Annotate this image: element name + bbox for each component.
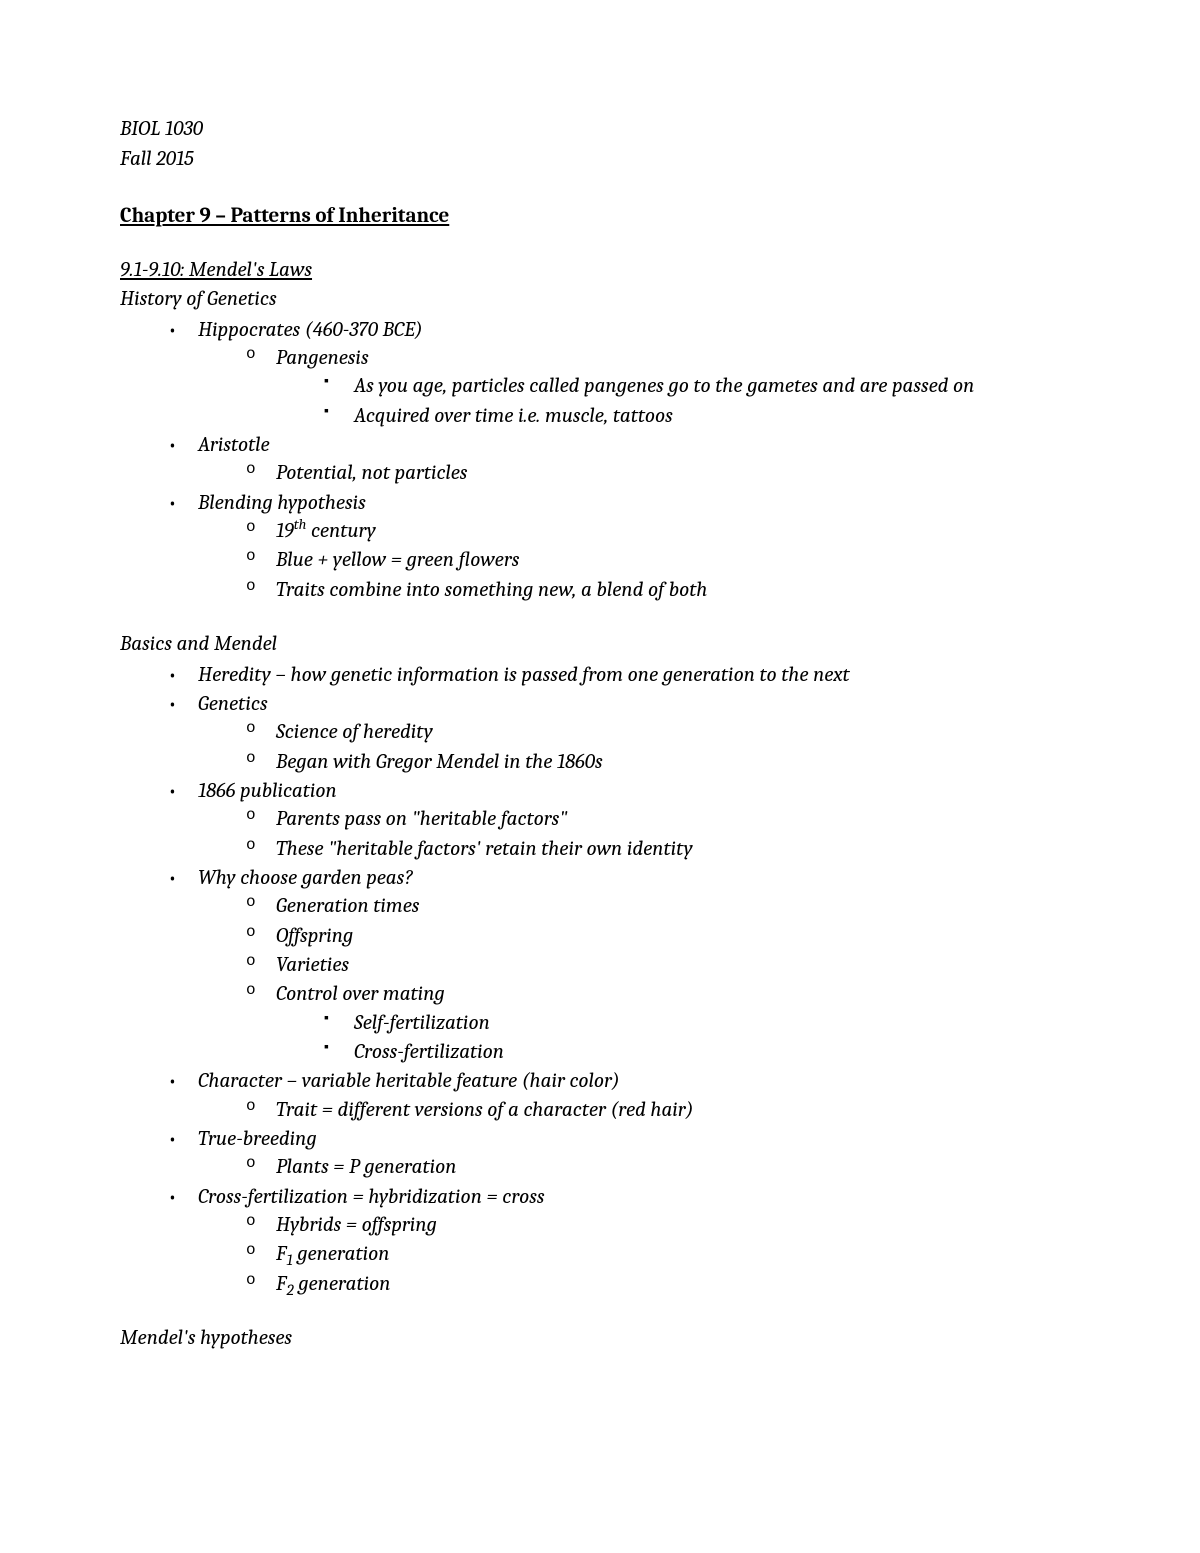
- section-heading: 9.1-9.10: Mendel's Laws: [120, 256, 1080, 284]
- list-item: Potential, not particles: [198, 459, 1080, 487]
- list-item: Plants = P generation: [198, 1153, 1080, 1181]
- term: Fall 2015: [120, 145, 1080, 173]
- list-item: Varieties: [198, 951, 1080, 979]
- list-item: Hybrids = offspring: [198, 1211, 1080, 1239]
- list-text: Varieties: [276, 953, 349, 977]
- list-text: Began with Gregor Mendel in the 1860s: [276, 750, 603, 774]
- list-text: F2 generation: [276, 1272, 390, 1296]
- list-text: Heredity – how genetic information is pa…: [198, 663, 850, 687]
- list-item: Hippocrates (460-370 BCE) Pangenesis As …: [120, 316, 1080, 430]
- document-page: BIOL 1030 Fall 2015 Chapter 9 – Patterns…: [0, 0, 1200, 1553]
- list-text: Cross-fertilization = hybridization = cr…: [198, 1185, 544, 1209]
- list-text: F1 generation: [276, 1242, 389, 1266]
- list-item: Science of heredity: [198, 718, 1080, 746]
- list-item: Began with Gregor Mendel in the 1860s: [198, 748, 1080, 776]
- chapter-title: Chapter 9 – Patterns of Inheritance: [120, 202, 1080, 230]
- list-item: Aristotle Potential, not particles: [120, 431, 1080, 488]
- list-item: Character – variable heritable feature (…: [120, 1067, 1080, 1124]
- list-item: Offspring: [198, 922, 1080, 950]
- list-text: Trait = different versions of a characte…: [276, 1098, 694, 1122]
- list-text: Acquired over time i.e. muscle, tattoos: [354, 404, 673, 428]
- list-item: Traits combine into something new, a ble…: [198, 576, 1080, 604]
- section3-subheading: Mendel's hypotheses: [120, 1324, 1080, 1352]
- list-item: Blue + yellow = green flowers: [198, 546, 1080, 574]
- list-text: Offspring: [276, 924, 353, 948]
- list-item: These "heritable factors' retain their o…: [198, 835, 1080, 863]
- list-text: Blending hypothesis: [198, 491, 366, 515]
- list-text: Science of heredity: [276, 720, 433, 744]
- list-text: Parents pass on "heritable factors": [276, 807, 567, 831]
- list-text: Character – variable heritable feature (…: [198, 1069, 620, 1093]
- list-text: Hippocrates (460-370 BCE): [198, 318, 423, 342]
- list-text: Potential, not particles: [276, 461, 467, 485]
- list-text: Blue + yellow = green flowers: [276, 548, 519, 572]
- list-item: Heredity – how genetic information is pa…: [120, 661, 1080, 689]
- list-item: Trait = different versions of a characte…: [198, 1096, 1080, 1124]
- list-text: Generation times: [276, 894, 419, 918]
- list-text: Self-fertilization: [354, 1011, 490, 1035]
- list-item: 19th century: [198, 517, 1080, 545]
- list-text: 19th century: [276, 519, 376, 543]
- list-item: As you age, particles called pangenes go…: [276, 372, 1080, 400]
- list-item: Why choose garden peas? Generation times…: [120, 864, 1080, 1066]
- course-code: BIOL 1030: [120, 115, 1080, 143]
- list-text: Traits combine into something new, a ble…: [276, 578, 707, 602]
- list-text: These "heritable factors' retain their o…: [276, 837, 693, 861]
- section2-subheading: Basics and Mendel: [120, 630, 1080, 658]
- list-text: Hybrids = offspring: [276, 1213, 437, 1237]
- list-text: Why choose garden peas?: [198, 866, 413, 890]
- list-item: 1866 publication Parents pass on "herita…: [120, 777, 1080, 863]
- list-item: Cross-fertilization: [276, 1038, 1080, 1066]
- section2-list: Heredity – how genetic information is pa…: [120, 661, 1080, 1299]
- list-text: True-breeding: [198, 1127, 317, 1151]
- list-item: Control over mating Self-fertilization C…: [198, 980, 1080, 1066]
- list-text: Pangenesis: [276, 346, 369, 370]
- list-item: Blending hypothesis 19th century Blue + …: [120, 489, 1080, 604]
- list-item: Acquired over time i.e. muscle, tattoos: [276, 402, 1080, 430]
- section1-list: Hippocrates (460-370 BCE) Pangenesis As …: [120, 316, 1080, 604]
- list-text: As you age, particles called pangenes go…: [354, 374, 974, 398]
- list-text: Aristotle: [198, 433, 270, 457]
- list-item: Generation times: [198, 892, 1080, 920]
- section-subheading: History of Genetics: [120, 285, 1080, 313]
- list-text: Cross-fertilization: [354, 1040, 504, 1064]
- list-item: Pangenesis As you age, particles called …: [198, 344, 1080, 430]
- list-item: F2 generation: [198, 1270, 1080, 1298]
- list-item: Genetics Science of heredity Began with …: [120, 690, 1080, 776]
- list-text: 1866 publication: [198, 779, 337, 803]
- list-item: Self-fertilization: [276, 1009, 1080, 1037]
- list-item: Parents pass on "heritable factors": [198, 805, 1080, 833]
- list-text: Genetics: [198, 692, 268, 716]
- list-item: F1 generation: [198, 1240, 1080, 1268]
- list-item: Cross-fertilization = hybridization = cr…: [120, 1183, 1080, 1298]
- list-item: True-breeding Plants = P generation: [120, 1125, 1080, 1182]
- list-text: Control over mating: [276, 982, 445, 1006]
- list-text: Plants = P generation: [276, 1155, 456, 1179]
